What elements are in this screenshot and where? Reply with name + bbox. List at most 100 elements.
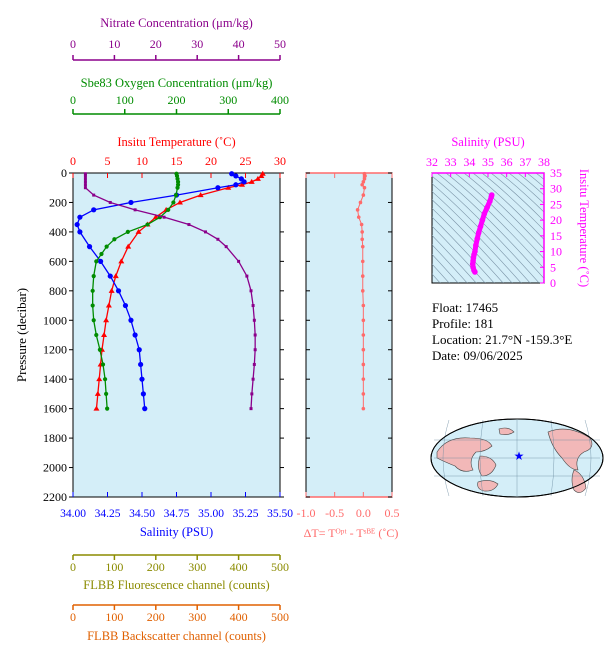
nitrate-point [251, 304, 255, 308]
salinity-point [140, 391, 146, 397]
oxygen-point [171, 200, 176, 205]
delta-t-point [360, 237, 364, 242]
density-contour [526, 173, 544, 188]
ts-point [474, 236, 480, 242]
temperature-tick-label: 25 [240, 154, 252, 168]
ts-y-tick-label: 10 [550, 245, 562, 259]
nitrate-point [203, 230, 207, 234]
nitrate-point [216, 237, 220, 241]
nitrate-point [108, 200, 112, 204]
backscatter-tick-label: 400 [230, 610, 248, 624]
backscatter-tick-label: 200 [147, 610, 165, 624]
ts-x-tick-label: 34 [463, 155, 475, 169]
ts-point [473, 242, 479, 249]
ts-x-tick-label: 32 [426, 155, 438, 169]
temperature-point [125, 243, 132, 249]
delta-t-point [355, 208, 360, 212]
salinity-point [132, 332, 138, 338]
pressure-tick-label: 1800 [43, 431, 67, 445]
float-id: Float: 17465 [432, 300, 499, 315]
salinity-point [128, 199, 134, 206]
density-contour [432, 191, 522, 283]
oxygen-point [99, 251, 104, 257]
temperature-axis-label: Insitu Temperature (˚C) [117, 135, 235, 149]
density-contour [463, 173, 544, 250]
ts-x-tick-label: 36 [501, 155, 513, 169]
oxygen-axis-label: Sbe83 Oxygen Concentration (μm/kg) [81, 76, 273, 90]
nitrate-point [237, 259, 241, 263]
fluorescence-tick-label: 0 [70, 560, 76, 574]
salinity-point [142, 406, 148, 412]
density-contour [432, 183, 531, 283]
backscatter-tick-label: 100 [105, 610, 123, 624]
pressure-tick-label: 1400 [43, 372, 67, 386]
ts-y-tick-label: 5 [550, 260, 556, 274]
delta-t-point [360, 230, 364, 234]
delta-t-point [356, 215, 361, 219]
ts-point [481, 211, 488, 217]
nitrate-point [249, 289, 253, 293]
salinity-point [233, 182, 239, 188]
pressure-tick-label: 200 [49, 195, 67, 209]
ts-point [475, 229, 482, 236]
delta-t-point [361, 180, 366, 184]
delta-t-point [361, 347, 366, 352]
profile-number: Profile: 181 [432, 316, 494, 331]
ts-point [477, 223, 484, 230]
density-contour [508, 173, 544, 204]
fluorescence-tick-label: 200 [147, 560, 165, 574]
nitrate-tick-label: 40 [233, 37, 245, 51]
nitrate-point [224, 245, 228, 249]
ts-y-tick-label: 15 [550, 229, 562, 243]
delta-t-panel: -1.0 -0.5 0.0 0.5 ΔT= Tᴼᵖᵗ - Tˢᴮᴱ (˚C) [297, 171, 400, 540]
nitrate-point [92, 193, 96, 197]
temperature-point [112, 273, 119, 279]
location: Location: 21.7°N -159.3°E [432, 332, 573, 347]
backscatter-tick-label: 500 [271, 610, 289, 624]
ts-point [487, 198, 493, 205]
delta-t-point [361, 377, 366, 381]
pressure-tick-label: 1600 [43, 402, 67, 416]
delta-t-tick-label: -0.5 [325, 506, 344, 520]
salinity-tick-label: 35.00 [198, 508, 224, 520]
temperature-tick-label: 30 [274, 154, 286, 168]
delta-t-point [359, 222, 364, 227]
temperature-point [94, 390, 101, 396]
temperature-point [135, 228, 142, 234]
oxygen-tick-label: 200 [168, 93, 186, 107]
ts-point [484, 204, 490, 211]
density-contour [432, 263, 450, 283]
land-mass [436, 437, 493, 472]
nitrate-point [83, 180, 87, 184]
nitrate-tick-label: 10 [108, 37, 120, 51]
pressure-tick-label: 2000 [43, 461, 67, 475]
delta-t-point [360, 289, 365, 293]
oxygen-point [104, 391, 109, 397]
oxygen-point [166, 207, 171, 212]
delta-t-point [360, 244, 365, 249]
oxygen-point [173, 192, 179, 198]
delta-t-tick-label: -1.0 [297, 506, 316, 520]
nitrate-tick-label: 30 [191, 37, 203, 51]
temperature-point [105, 302, 112, 308]
salinity-axis-label: Salinity (PSU) [140, 525, 213, 539]
density-contour [499, 173, 544, 213]
delta-t-point [361, 193, 366, 197]
ts-x-tick-label: 38 [538, 155, 550, 169]
nitrate-point [162, 215, 166, 219]
nitrate-point [83, 177, 87, 181]
float-info: Float: 17465 Profile: 181 Location: 21.7… [432, 300, 572, 364]
nitrate-tick-label: 20 [150, 37, 162, 51]
temperature-tick-label: 10 [136, 154, 148, 168]
oxygen-point [125, 229, 130, 235]
nitrate-point [253, 333, 257, 337]
pressure-tick-label: 1000 [43, 313, 67, 327]
nitrate-point [252, 318, 256, 322]
salinity-point [139, 376, 145, 382]
oxygen-tick-label: 400 [271, 93, 289, 107]
oxygen-point [105, 406, 110, 411]
salinity-tick-label: 34.50 [129, 508, 155, 520]
delta-t-point [358, 200, 363, 205]
profile-plot-area [72, 172, 281, 498]
